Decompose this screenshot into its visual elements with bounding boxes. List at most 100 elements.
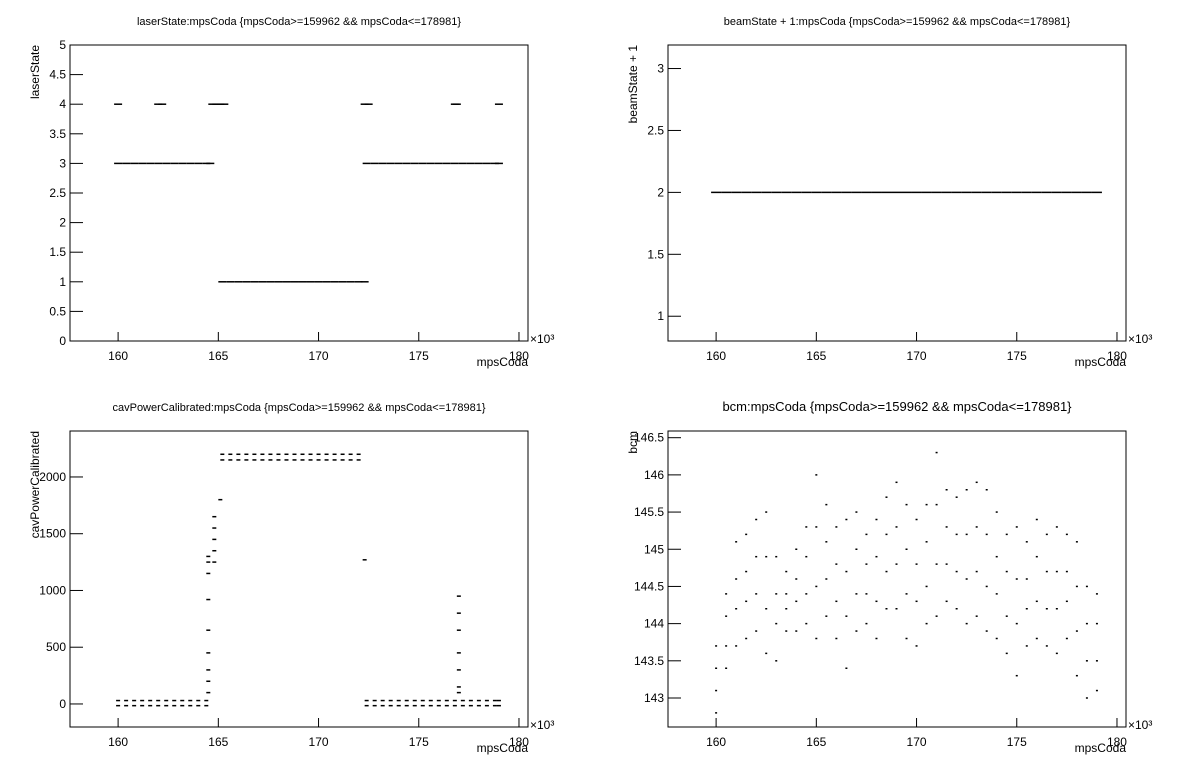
- y-tick-label: 3: [59, 156, 66, 170]
- data-point: [484, 699, 489, 702]
- data-point: [911, 191, 922, 194]
- data-point: [1065, 533, 1068, 536]
- data-point: [905, 503, 908, 506]
- data-point: [124, 699, 129, 702]
- data-point: [931, 191, 942, 194]
- data-point: [865, 533, 868, 536]
- data-point: [1025, 645, 1028, 647]
- data-point: [785, 607, 788, 610]
- data-point: [1095, 622, 1098, 625]
- data-point: [188, 704, 193, 707]
- data-point: [835, 637, 838, 640]
- data-point: [1065, 600, 1068, 603]
- data-point: [921, 191, 932, 194]
- data-point: [711, 191, 722, 194]
- data-point: [236, 453, 241, 456]
- data-point: [1011, 191, 1022, 194]
- data-point: [935, 451, 938, 454]
- data-point: [765, 652, 768, 655]
- data-point: [338, 281, 347, 283]
- data-point: [1045, 533, 1048, 536]
- data-point: [218, 498, 223, 501]
- data-point: [476, 699, 481, 702]
- data-point: [925, 622, 928, 625]
- data-point: [468, 699, 473, 702]
- data-point: [202, 162, 211, 165]
- data-point: [234, 281, 243, 283]
- x-tick-label: 160: [108, 349, 128, 363]
- data-point: [1015, 578, 1018, 580]
- data-point: [855, 630, 858, 632]
- y-tick-label: 143: [644, 691, 664, 705]
- y-tick-label: 143.5: [634, 654, 664, 668]
- data-point: [258, 281, 267, 283]
- data-point: [1075, 674, 1078, 677]
- data-point: [1081, 191, 1092, 194]
- data-point: [164, 699, 169, 702]
- data-point: [1045, 607, 1048, 610]
- data-point: [244, 453, 249, 456]
- data-point: [146, 162, 155, 165]
- data-point: [1061, 191, 1072, 194]
- data-point: [865, 622, 868, 625]
- data-point: [881, 191, 892, 194]
- data-point: [1025, 607, 1028, 610]
- data-point: [1005, 652, 1008, 655]
- data-point: [1015, 622, 1018, 625]
- data-point: [775, 622, 778, 625]
- data-point: [725, 645, 728, 647]
- data-point: [1065, 570, 1068, 573]
- x-axis-multiplier: ×10³: [530, 332, 554, 346]
- data-point: [196, 704, 201, 707]
- data-point: [815, 585, 818, 588]
- y-tick-label: 1: [59, 275, 66, 289]
- x-tick-label: 160: [706, 735, 726, 749]
- data-point: [372, 699, 377, 702]
- data-point: [410, 162, 419, 165]
- x-axis-multiplier: ×10³: [530, 718, 554, 732]
- data-point: [252, 453, 257, 456]
- y-tick-label: 146.5: [634, 431, 664, 445]
- data-point: [284, 453, 289, 456]
- data-point: [396, 699, 401, 702]
- data-point: [156, 704, 161, 707]
- data-point: [775, 593, 778, 595]
- data-point: [885, 570, 888, 573]
- data-point: [216, 103, 225, 105]
- data-point: [765, 511, 768, 513]
- data-point: [420, 699, 425, 702]
- data-point: [324, 459, 329, 461]
- data-point: [122, 162, 131, 165]
- data-point: [925, 585, 928, 588]
- data-point: [1031, 191, 1042, 194]
- data-point: [170, 162, 179, 165]
- data-point: [354, 281, 363, 283]
- data-point: [228, 459, 233, 461]
- data-point: [955, 570, 958, 573]
- y-tick-label: 144: [644, 617, 664, 631]
- data-point: [212, 538, 217, 541]
- chart-title: laserState:mpsCoda {mpsCoda>=159962 && m…: [137, 16, 461, 28]
- data-point: [905, 548, 908, 551]
- data-point: [765, 607, 768, 610]
- data-point: [496, 699, 501, 702]
- data-point: [220, 453, 225, 456]
- data-point: [148, 699, 153, 702]
- x-tick-label: 175: [1007, 349, 1027, 363]
- y-tick-label: 500: [46, 640, 66, 654]
- data-point: [995, 555, 998, 558]
- data-point: [991, 191, 1002, 194]
- data-point: [212, 515, 217, 518]
- data-point: [456, 612, 461, 614]
- data-point: [895, 481, 898, 484]
- data-point: [1091, 191, 1102, 194]
- data-point: [885, 496, 888, 498]
- data-point: [915, 518, 918, 521]
- data-point: [428, 699, 433, 702]
- data-point: [735, 645, 738, 647]
- data-point: [292, 453, 297, 456]
- data-point: [452, 699, 457, 702]
- y-tick-label: 2: [59, 216, 66, 230]
- data-point: [715, 689, 718, 692]
- data-point: [1055, 526, 1058, 528]
